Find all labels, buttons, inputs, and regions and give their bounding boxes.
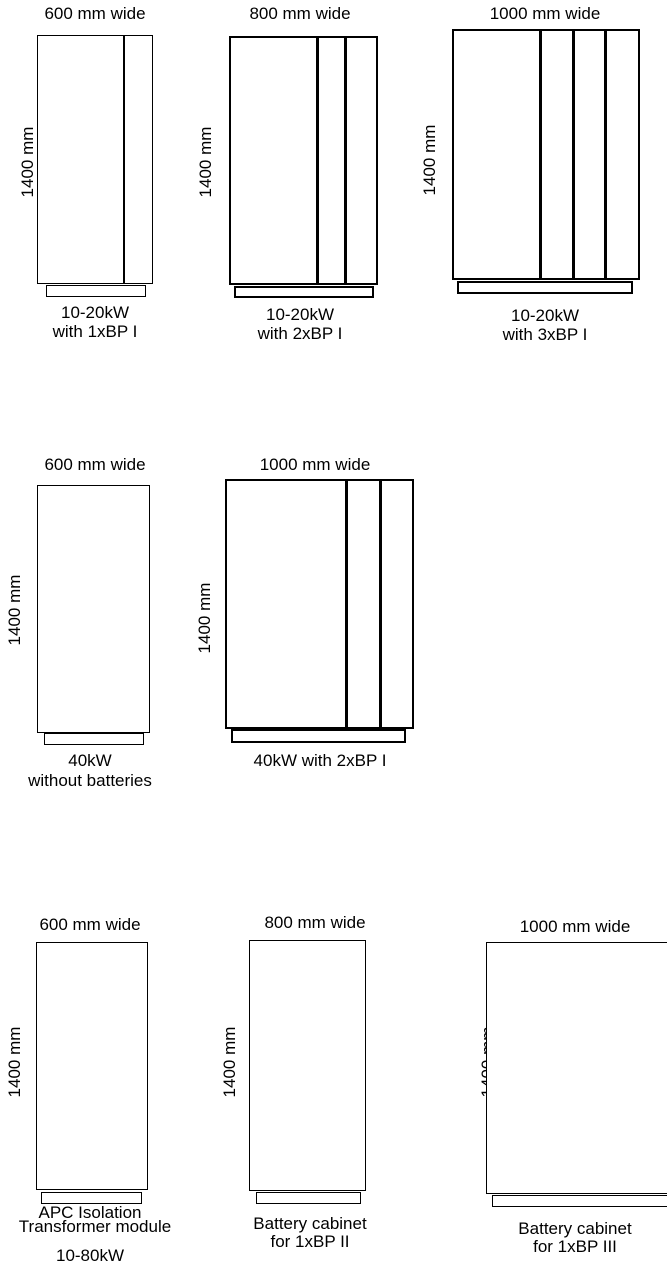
cabinet — [249, 940, 366, 1191]
caption-line-2: with 2xBP I — [257, 324, 343, 343]
height-label: 1400 mm — [5, 574, 24, 646]
width-label: 1000 mm wide — [489, 4, 601, 23]
height-label: 1400 mm — [420, 124, 439, 196]
cabinet — [452, 29, 640, 280]
cabinet — [229, 36, 378, 285]
caption-line-1: 10-20kW — [265, 305, 335, 324]
cabinet — [225, 479, 414, 729]
height-label: 1400 mm — [196, 126, 215, 198]
battery-bay-divider — [572, 31, 575, 278]
caption-line-2: without batteries — [28, 771, 152, 790]
width-label: 1000 mm wide — [259, 455, 371, 474]
width-label: 800 mm wide — [264, 913, 366, 932]
cabinet — [486, 942, 667, 1194]
battery-bay-divider — [379, 481, 382, 727]
caption-line-2: with 3xBP I — [502, 325, 588, 344]
cabinet — [37, 485, 150, 733]
battery-bay-divider — [345, 481, 348, 727]
plinth — [44, 733, 144, 745]
plinth — [41, 1192, 142, 1204]
caption-line-1: 10-20kW — [510, 306, 580, 325]
height-label: 1400 mm — [5, 1026, 24, 1098]
caption-line-2: with 1xBP I — [52, 322, 138, 341]
battery-bay-divider — [123, 36, 125, 283]
cabinet — [37, 35, 153, 284]
width-label: 600 mm wide — [39, 915, 141, 934]
width-label: 800 mm wide — [249, 4, 351, 23]
caption-line-3: 10-80kW — [55, 1246, 125, 1265]
battery-bay-divider — [344, 38, 347, 283]
plinth — [46, 285, 146, 297]
height-label: 1400 mm — [220, 1026, 239, 1098]
caption-line-1: 40kW with 2xBP I — [253, 751, 387, 770]
height-label: 1400 mm — [18, 126, 37, 198]
battery-bay-divider — [316, 38, 319, 283]
plinth — [231, 729, 406, 743]
caption-line-1: 10-20kW — [60, 303, 130, 322]
plinth — [234, 286, 374, 298]
cabinet — [36, 942, 148, 1190]
width-label: 600 mm wide — [44, 455, 146, 474]
caption-line-1: 40kW — [68, 751, 112, 770]
plinth — [457, 281, 633, 294]
battery-bay-divider — [604, 31, 607, 278]
caption-line-1: APC Isolation — [38, 1203, 142, 1222]
caption-line-1: Battery cabinet — [518, 1219, 632, 1238]
battery-bay-divider — [539, 31, 542, 278]
width-label: 1000 mm wide — [519, 917, 631, 936]
plinth — [256, 1192, 361, 1204]
height-label: 1400 mm — [195, 582, 214, 654]
width-label: 600 mm wide — [44, 4, 146, 23]
caption-line-2: Transformer module — [18, 1217, 172, 1236]
caption-line-1: Battery cabinet — [253, 1214, 367, 1233]
caption-line-2: for 1xBP II — [270, 1232, 350, 1251]
plinth — [492, 1195, 667, 1207]
caption-line-2: for 1xBP III — [533, 1237, 617, 1256]
